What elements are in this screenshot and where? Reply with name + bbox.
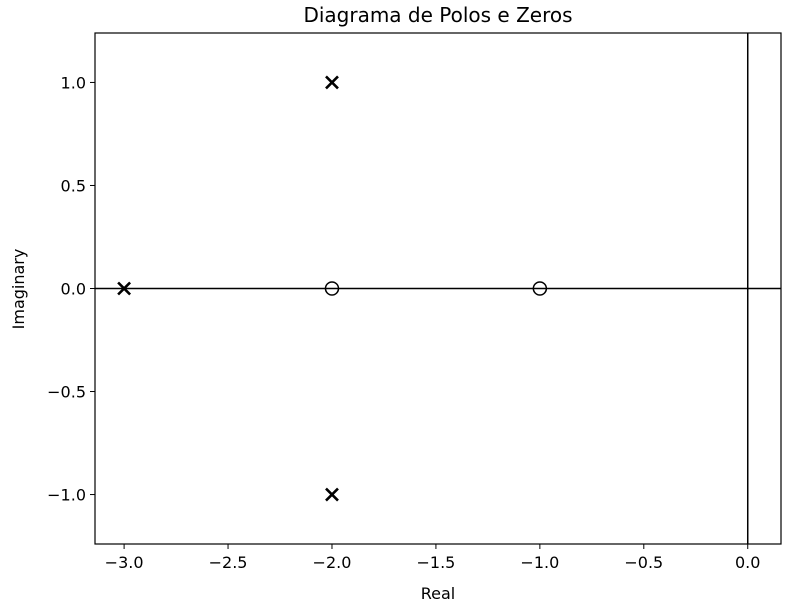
x-tick-label: −1.5 xyxy=(416,553,455,572)
pole-marker xyxy=(325,75,339,90)
y-tick-label: −1.0 xyxy=(47,486,86,505)
x-tick-label: −0.5 xyxy=(624,553,663,572)
x-tick-label: 0.0 xyxy=(735,553,760,572)
zero-marker xyxy=(324,281,340,296)
pole-marker xyxy=(117,281,132,296)
pole-marker xyxy=(325,487,339,502)
x-tick-label: −2.0 xyxy=(313,553,352,572)
x-tick-label: −1.0 xyxy=(520,553,559,572)
y-tick-label: 0.5 xyxy=(61,176,86,195)
x-tick-label: −2.5 xyxy=(209,553,248,572)
y-tick-label: 0.0 xyxy=(61,280,86,299)
zero-marker xyxy=(532,281,548,296)
y-tick-label: −0.5 xyxy=(47,383,86,402)
y-axis-label: Imaginary xyxy=(9,249,28,330)
y-tick-label: 1.0 xyxy=(61,73,86,92)
x-axis-label: Real xyxy=(421,584,456,603)
x-tick-label: −3.0 xyxy=(105,553,144,572)
chart-title: Diagrama de Polos e Zeros xyxy=(303,3,572,27)
